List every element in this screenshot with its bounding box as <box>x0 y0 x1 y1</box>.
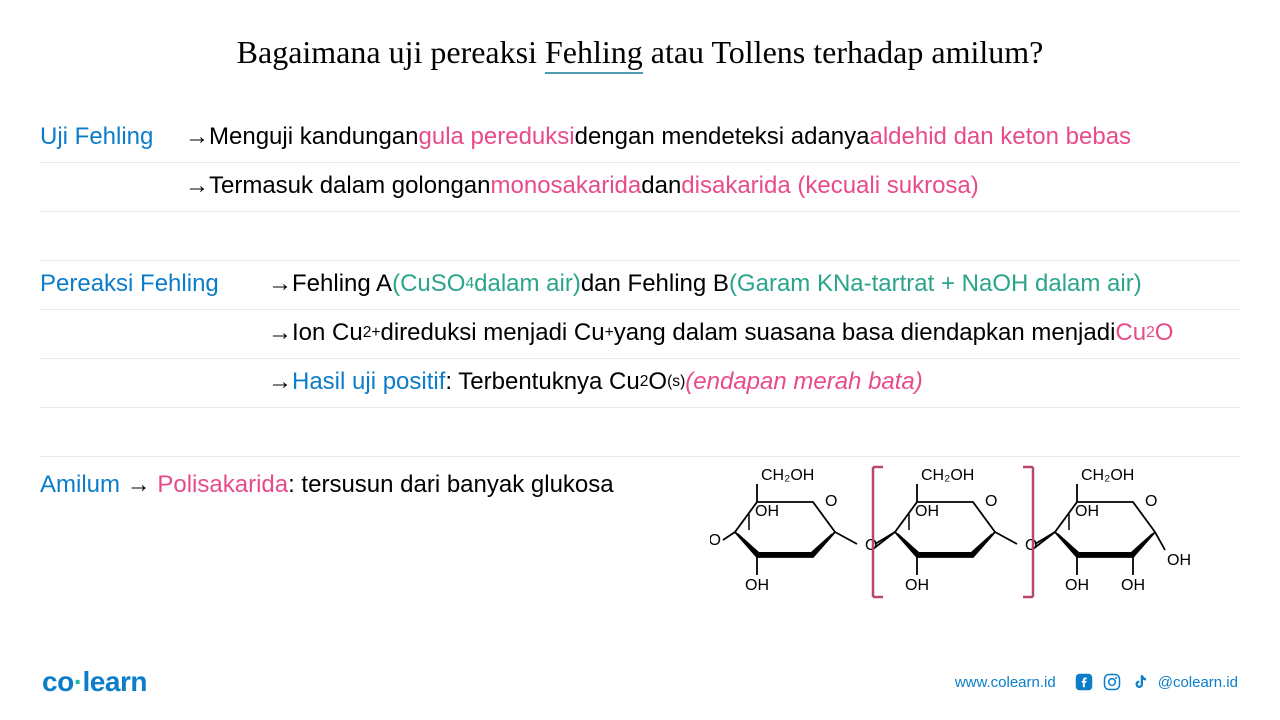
facebook-icon <box>1074 672 1094 692</box>
svg-text:CH₂OH: CH₂OH <box>1081 467 1134 484</box>
svg-text:OH: OH <box>1167 552 1191 569</box>
svg-text:OH: OH <box>1065 577 1089 594</box>
text-line: → Ion Cu2+ direduksi menjadi Cu+ yang da… <box>40 310 1240 359</box>
svg-text:OH: OH <box>915 503 939 520</box>
ruled-lines: Uji Fehling → Menguji kandungan gula per… <box>40 114 1240 457</box>
social-icons: @colearn.id <box>1074 672 1238 692</box>
svg-text:CH₂OH: CH₂OH <box>761 467 814 484</box>
svg-text:OH: OH <box>745 577 769 594</box>
underlined-word: Fehling <box>545 34 643 74</box>
svg-text:O: O <box>825 493 837 510</box>
footer: co·learn www.colearn.id @colearn.id <box>0 666 1280 698</box>
svg-text:OH: OH <box>1075 503 1099 520</box>
footer-url: www.colearn.id <box>955 674 1056 691</box>
instagram-icon <box>1102 672 1122 692</box>
amyl-row: Amilum → Polisakarida: tersusun dari ban… <box>40 457 1240 617</box>
tiktok-icon <box>1130 672 1150 692</box>
text-line <box>40 408 1240 457</box>
logo: co·learn <box>42 666 147 698</box>
text-line: → Termasuk dalam golongan monosakarida d… <box>40 163 1240 212</box>
svg-text:O: O <box>1025 537 1037 554</box>
svg-text:OH: OH <box>1121 577 1145 594</box>
page-title: Bagaimana uji pereaksi Fehling atau Toll… <box>0 0 1280 84</box>
text-line <box>40 212 1240 261</box>
svg-text:O: O <box>1145 493 1157 510</box>
molecule-diagram: O CH₂OH OH OH HO O O CH₂OH OH OH O O CH₂OH OH OH OH OH <box>614 457 1240 617</box>
svg-text:O: O <box>865 537 877 554</box>
svg-text:HO: HO <box>710 532 721 549</box>
svg-text:O: O <box>985 493 997 510</box>
text-line: Uji Fehling → Menguji kandungan gula per… <box>40 114 1240 163</box>
text-line: Pereaksi Fehling → Fehling A (CuSO4 dala… <box>40 261 1240 310</box>
svg-text:CH₂OH: CH₂OH <box>921 467 974 484</box>
text-line: → Hasil uji positif : Terbentuknya Cu2O(… <box>40 359 1240 408</box>
svg-text:OH: OH <box>905 577 929 594</box>
content-area: Uji Fehling → Menguji kandungan gula per… <box>0 84 1280 617</box>
amyl-text: Amilum → Polisakarida: tersusun dari ban… <box>40 457 614 499</box>
svg-text:OH: OH <box>755 503 779 520</box>
footer-handle: @colearn.id <box>1158 674 1238 691</box>
